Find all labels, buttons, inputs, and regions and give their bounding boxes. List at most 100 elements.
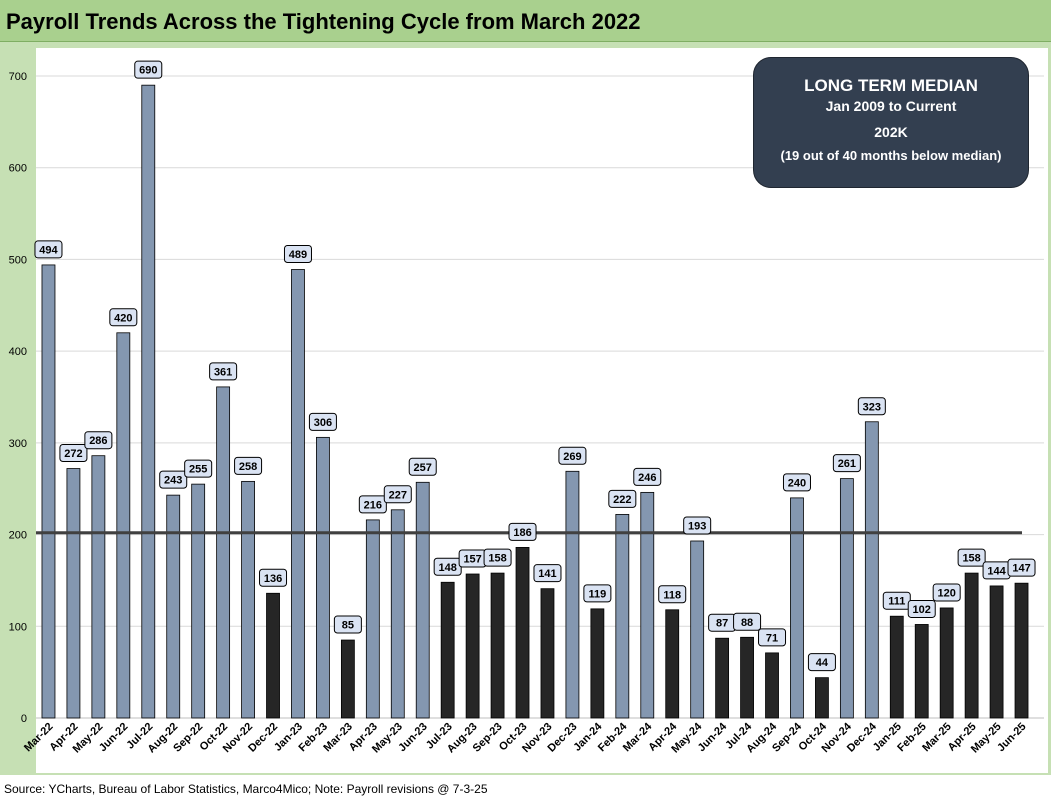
bar: [715, 637, 730, 719]
data-label: 120: [937, 587, 955, 599]
data-label-box: [259, 568, 288, 587]
data-label: 269: [563, 451, 581, 463]
data-label-box: [758, 628, 787, 647]
data-label-box: [134, 60, 163, 79]
bar: [839, 478, 854, 719]
data-label-box: [807, 653, 836, 672]
data-label: 420: [114, 312, 132, 324]
bar: [864, 421, 879, 719]
data-label: 186: [513, 527, 531, 539]
data-label-box: [408, 457, 437, 476]
bar: [266, 592, 280, 719]
y-tick-label: 200: [9, 530, 27, 542]
bar: [490, 572, 505, 719]
bar: [590, 608, 605, 719]
data-label-box: [159, 470, 188, 489]
bar: [964, 572, 979, 719]
median-box-title: LONG TERM MEDIAN: [804, 76, 978, 95]
y-tick-label: 400: [9, 346, 27, 358]
median-box-value: 202K: [874, 124, 908, 140]
bar: [316, 436, 330, 719]
y-tick-label: 500: [9, 254, 27, 266]
data-label: 88: [741, 617, 753, 629]
data-label: 257: [414, 462, 432, 474]
data-label: 158: [488, 553, 506, 565]
data-label-box: [358, 495, 387, 514]
bar: [914, 624, 929, 719]
bar: [41, 264, 56, 719]
y-tick-label: 300: [9, 438, 27, 450]
median-box-note: (19 out of 40 months below median): [780, 148, 1002, 163]
bar: [690, 540, 705, 719]
bar: [191, 483, 206, 719]
y-tick-label: 600: [9, 163, 27, 175]
data-label-box: [109, 308, 138, 327]
bar: [166, 494, 181, 719]
data-label-box: [508, 522, 537, 541]
data-label-box: [957, 548, 986, 567]
data-label: 306: [314, 417, 332, 429]
bar: [141, 84, 156, 719]
data-label: 44: [816, 657, 829, 669]
data-label: 272: [64, 448, 82, 460]
bar: [815, 677, 829, 719]
data-label-box: [583, 584, 612, 603]
data-label-box: [34, 240, 63, 259]
data-label: 71: [766, 632, 778, 644]
data-label: 261: [838, 458, 856, 470]
data-label: 144: [987, 565, 1006, 577]
data-label-box: [483, 548, 512, 567]
data-label-box: [658, 585, 687, 604]
bar: [291, 269, 305, 719]
data-label-box: [932, 583, 961, 602]
bar: [66, 468, 81, 719]
data-label-box: [633, 467, 662, 486]
data-label: 157: [463, 554, 481, 566]
data-label-box: [733, 612, 762, 631]
data-label: 141: [538, 568, 556, 580]
median-box-range: Jan 2009 to Current: [825, 98, 957, 114]
bar: [1014, 582, 1029, 719]
data-label: 286: [89, 435, 107, 447]
data-label-box: [333, 615, 362, 634]
y-tick-label: 0: [21, 713, 27, 725]
bar: [665, 609, 680, 719]
bar: [390, 509, 405, 719]
bar: [565, 470, 580, 719]
bar: [241, 480, 255, 719]
bar: [540, 588, 555, 719]
bar: [740, 636, 754, 719]
bar: [640, 491, 655, 719]
source-note: Source: YCharts, Bureau of Labor Statist…: [4, 782, 488, 796]
data-label-box: [907, 599, 936, 618]
data-label: 361: [214, 366, 232, 378]
data-label: 118: [663, 589, 681, 601]
data-label: 136: [264, 573, 282, 585]
data-label: 222: [613, 494, 631, 506]
data-label: 494: [39, 244, 58, 256]
data-label: 216: [364, 499, 382, 511]
data-label-box: [608, 489, 637, 508]
bar: [440, 581, 455, 719]
y-tick-label: 700: [9, 71, 27, 83]
data-label: 147: [1012, 563, 1030, 575]
data-label: 243: [164, 475, 182, 487]
data-label-box: [533, 564, 562, 583]
data-label-box: [1007, 558, 1036, 577]
bar: [615, 513, 630, 719]
data-label-box: [832, 454, 861, 473]
bar: [116, 332, 131, 719]
data-label: 240: [788, 477, 806, 489]
data-label-box: [234, 456, 263, 475]
data-label-box: [308, 412, 337, 431]
data-label-box: [283, 245, 312, 264]
data-label-box: [782, 473, 811, 492]
x-tick-label: Jun-24: [696, 720, 730, 754]
data-label: 193: [688, 520, 706, 532]
data-label: 246: [638, 472, 656, 484]
data-label: 87: [716, 618, 728, 630]
bar: [515, 547, 530, 719]
x-tick-label: Sep-24: [770, 720, 805, 755]
median-info-box: LONG TERM MEDIAN Jan 2009 to Current 202…: [753, 57, 1029, 188]
